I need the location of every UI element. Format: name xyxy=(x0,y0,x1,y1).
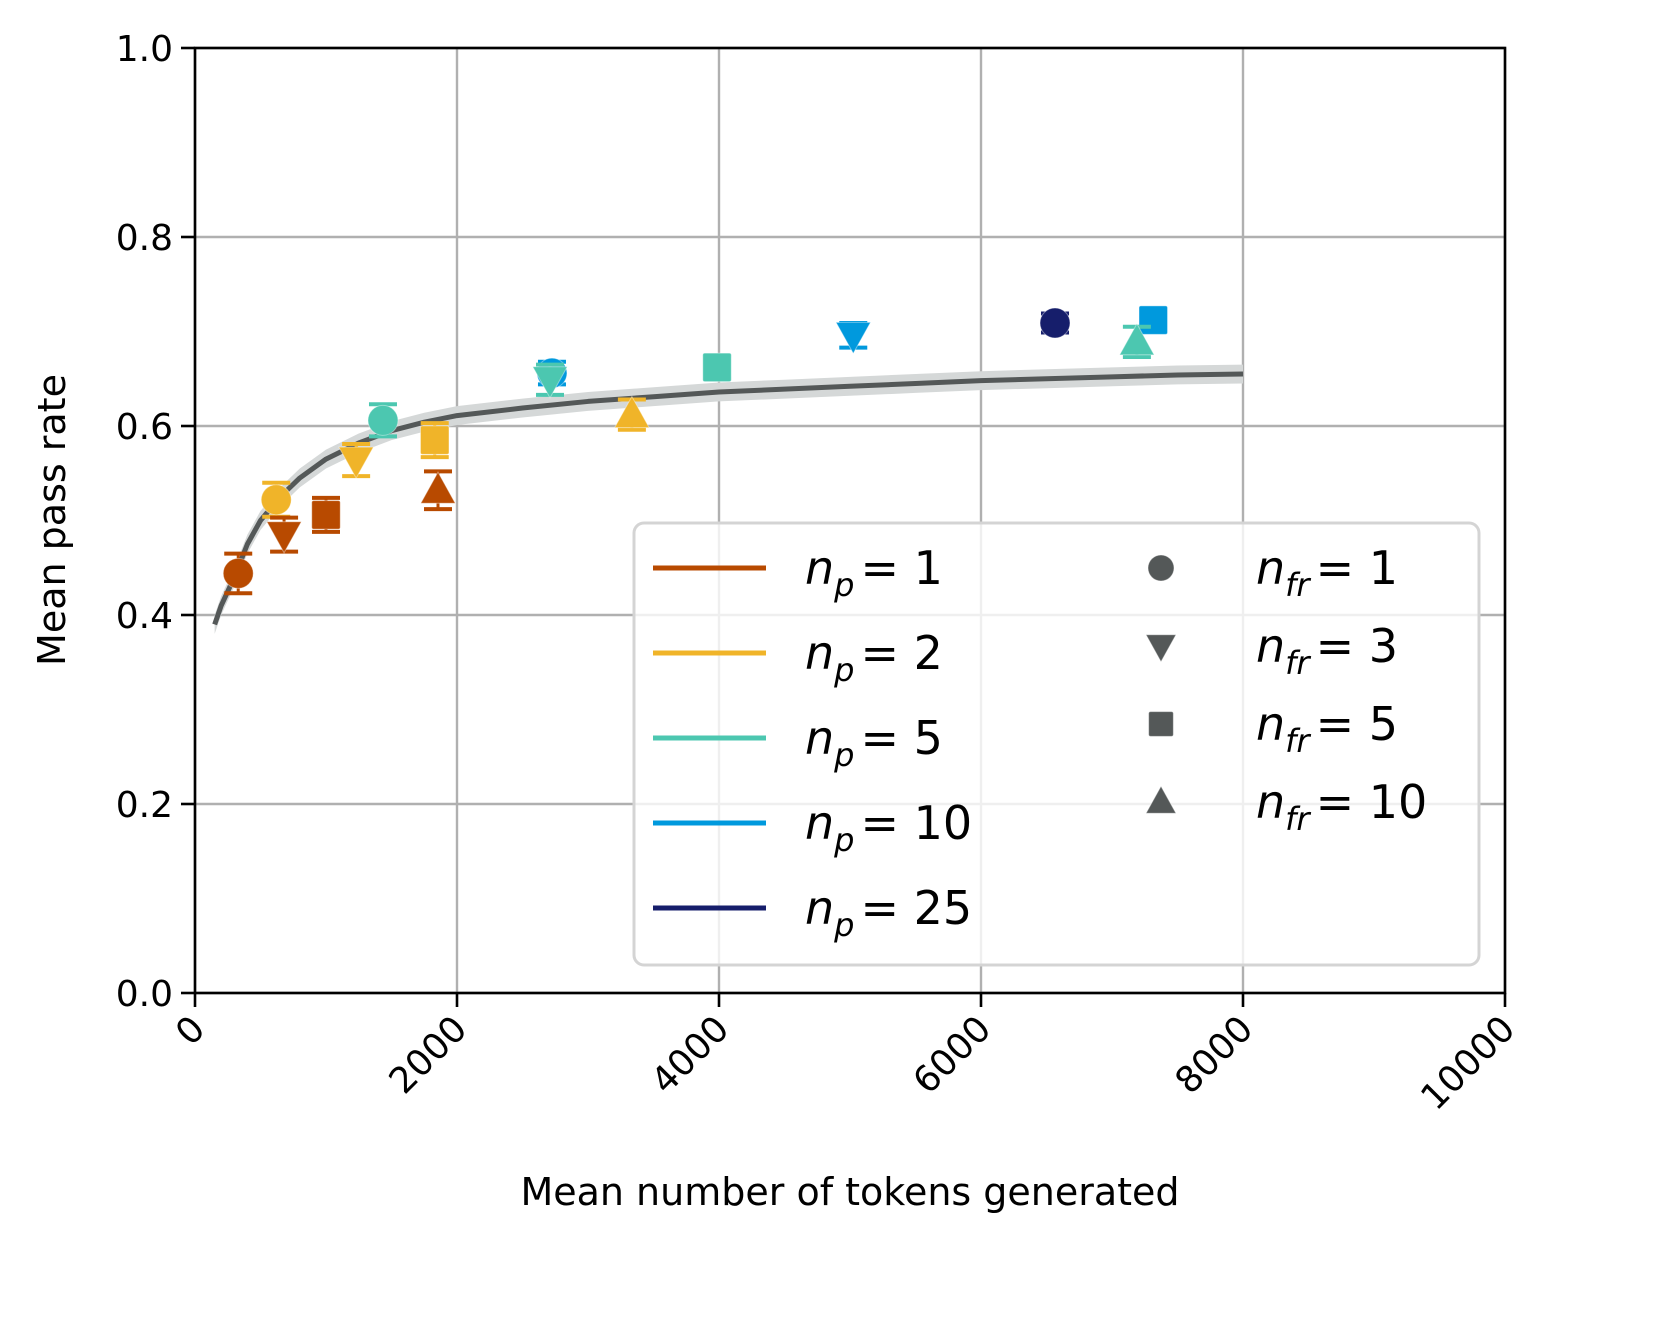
marker-triangle-down xyxy=(531,366,569,399)
data-point-np2-nfr3 xyxy=(338,441,375,480)
legend-label: np = 2 xyxy=(805,626,943,689)
legend-item-nfr-3: nfr = 3 xyxy=(1145,619,1398,682)
y-tick-label: 0.8 xyxy=(116,218,173,259)
data-point-np1-nfr1 xyxy=(222,551,254,596)
legend-item-nfr-10: nfr = 10 xyxy=(1145,775,1427,838)
legend-label: np = 5 xyxy=(805,711,943,774)
legend-label: nfr = 3 xyxy=(1256,619,1398,682)
data-point-np5-nfr5 xyxy=(702,352,732,383)
marker-square xyxy=(1138,305,1169,335)
x-axis-label: Mean number of tokens generated xyxy=(520,1170,1179,1214)
marker-triangle-up xyxy=(613,395,650,429)
data-point-np5-nfr10 xyxy=(1118,322,1155,360)
marker-circle xyxy=(367,404,399,436)
marker-circle xyxy=(1039,307,1071,339)
data-point-np2-nfr5 xyxy=(419,421,450,460)
data-point-np25-nfr1 xyxy=(1039,307,1071,339)
legend-marker-triangle-up xyxy=(1145,785,1177,814)
marker-square xyxy=(702,352,732,383)
marker-circle xyxy=(222,557,254,589)
marker-triangle-up xyxy=(419,471,457,504)
y-tick-label: 0.2 xyxy=(116,785,173,826)
legend-marker-triangle-down xyxy=(1145,634,1177,663)
legend-label: nfr = 10 xyxy=(1256,775,1427,838)
legend-item-np-1: np = 1 xyxy=(653,541,943,604)
legend-item-np-10: np = 10 xyxy=(653,796,972,859)
y-tick-label: 1.0 xyxy=(116,29,173,70)
legend-label: nfr = 5 xyxy=(1256,697,1398,760)
legend: np = 1 np = 2 np = 5 np = 10 np = 25 nfr = 1 nfr = 3 n… xyxy=(632,521,1481,967)
marker-triangle-down xyxy=(835,321,872,355)
legend-label: np = 1 xyxy=(805,541,943,604)
plot-frame xyxy=(193,46,1507,995)
y-tick-label: 0.4 xyxy=(116,596,173,637)
data-point-np10-nfr5 xyxy=(1138,305,1169,335)
marker-triangle-up xyxy=(1118,322,1155,356)
marker-square xyxy=(419,425,450,455)
legend-box xyxy=(632,521,1481,967)
legend-item-np-5: np = 5 xyxy=(653,711,943,774)
data-point-np1-nfr10 xyxy=(419,469,457,512)
legend-item-np-2: np = 2 xyxy=(653,626,943,689)
marker-circle xyxy=(260,484,292,516)
data-point-np2-nfr10 xyxy=(613,395,650,432)
data-point-np1-nfr5 xyxy=(311,495,341,534)
legend-item-nfr-5: nfr = 5 xyxy=(1148,697,1398,760)
fit-curve-line xyxy=(212,371,1244,626)
marker-square xyxy=(311,500,341,530)
data-point-np5-nfr1 xyxy=(367,402,399,439)
data-point-np1-nfr3 xyxy=(265,515,303,554)
data-points xyxy=(222,305,1169,596)
marker-triangle-down xyxy=(265,521,303,554)
legend-marker-circle xyxy=(1147,554,1175,582)
y-axis-label: Mean pass rate xyxy=(30,374,74,666)
legend-label: np = 10 xyxy=(805,796,972,859)
legend-label: nfr = 1 xyxy=(1256,541,1398,604)
grid xyxy=(193,46,1507,995)
legend-label: np = 25 xyxy=(805,881,972,944)
legend-item-np-25: np = 25 xyxy=(653,881,972,944)
y-tick-label: 0.0 xyxy=(116,974,173,1015)
legend-marker-square xyxy=(1148,711,1174,737)
legend-item-nfr-1: nfr = 1 xyxy=(1147,541,1398,604)
y-tick-label: 0.6 xyxy=(116,407,173,448)
data-point-np10-nfr3 xyxy=(835,320,872,355)
axes xyxy=(193,46,1507,995)
marker-triangle-down xyxy=(338,446,375,480)
fit-curve-group xyxy=(212,364,1244,634)
data-point-np5-nfr3 xyxy=(531,362,569,399)
